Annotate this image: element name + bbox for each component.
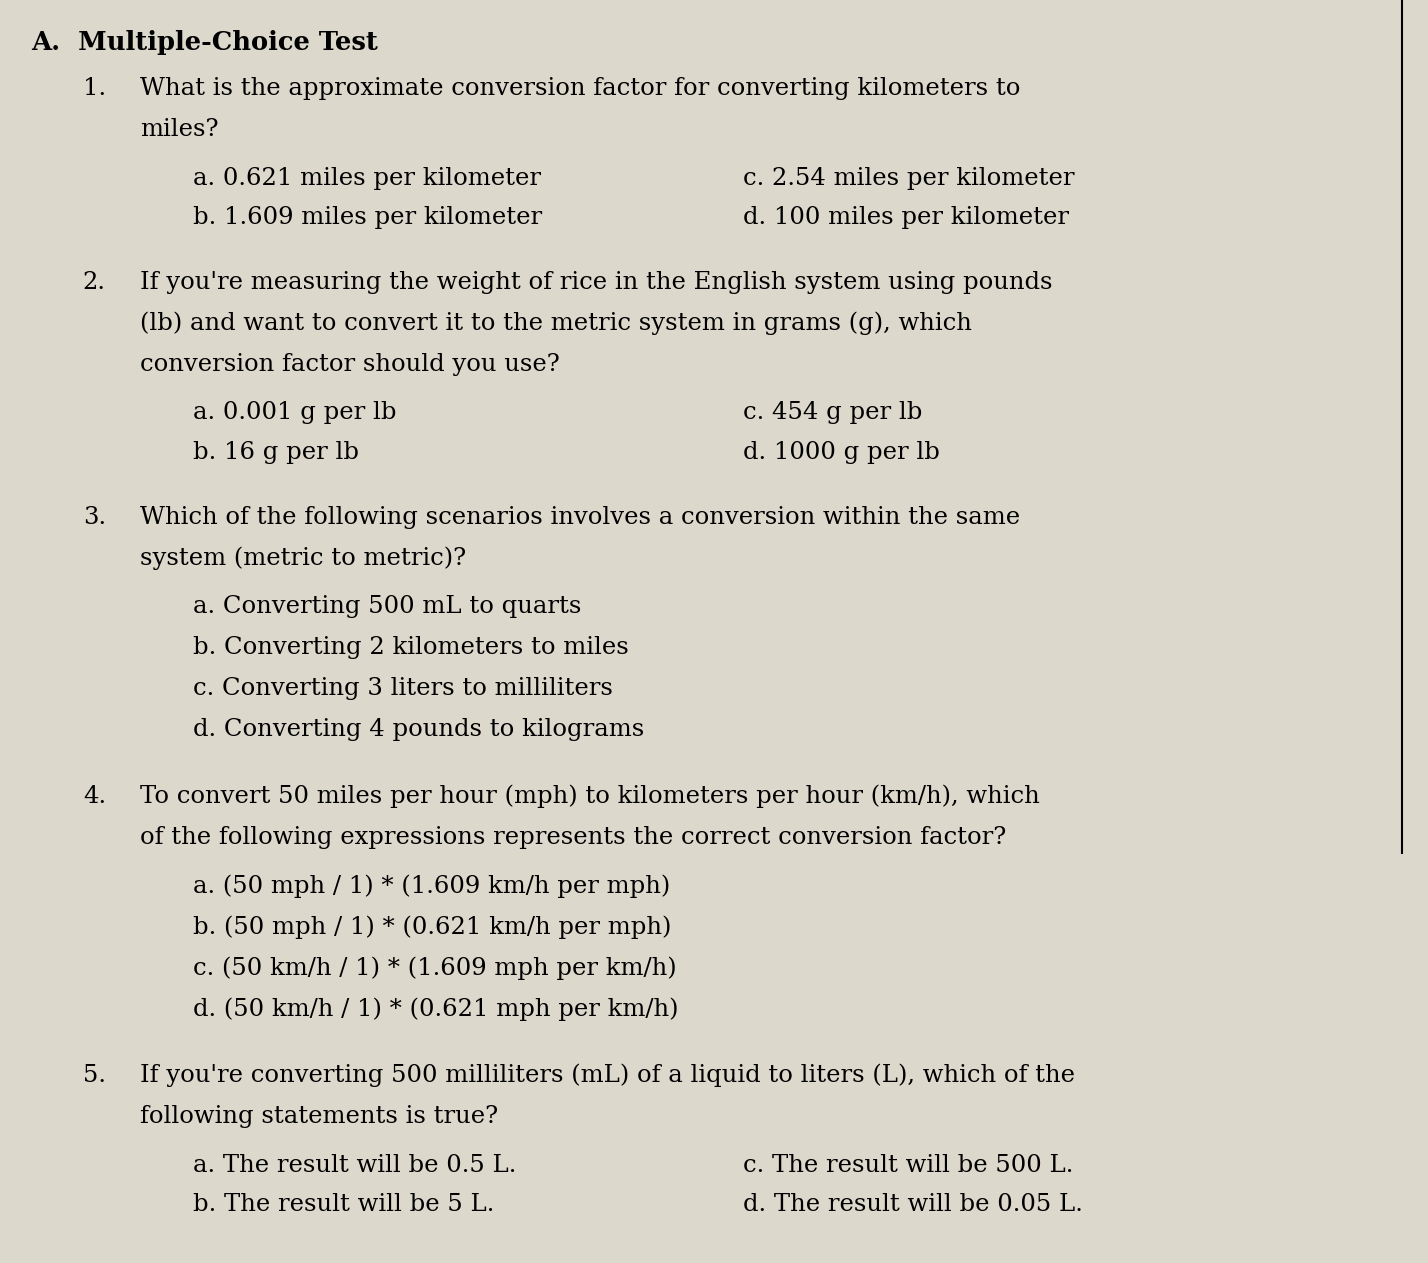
Text: 4.: 4. xyxy=(83,784,106,808)
Text: If you're measuring the weight of rice in the English system using pounds: If you're measuring the weight of rice i… xyxy=(140,270,1052,294)
Text: d. (50 km/h / 1) * (0.621 mph per km/h): d. (50 km/h / 1) * (0.621 mph per km/h) xyxy=(193,998,678,1021)
Text: Which of the following scenarios involves a conversion within the same: Which of the following scenarios involve… xyxy=(140,505,1020,529)
Text: If you're converting 500 milliliters (mL) of a liquid to liters (L), which of th: If you're converting 500 milliliters (mL… xyxy=(140,1063,1075,1087)
Text: c. (50 km/h / 1) * (1.609 mph per km/h): c. (50 km/h / 1) * (1.609 mph per km/h) xyxy=(193,956,677,980)
Text: c. The result will be 500 L.: c. The result will be 500 L. xyxy=(743,1153,1072,1177)
Text: c. Converting 3 liters to milliliters: c. Converting 3 liters to milliliters xyxy=(193,677,613,700)
Text: a. 0.621 miles per kilometer: a. 0.621 miles per kilometer xyxy=(193,167,541,189)
Text: d. Converting 4 pounds to kilograms: d. Converting 4 pounds to kilograms xyxy=(193,719,644,741)
Text: What is the approximate conversion factor for converting kilometers to: What is the approximate conversion facto… xyxy=(140,77,1021,100)
Text: b. 1.609 miles per kilometer: b. 1.609 miles per kilometer xyxy=(193,206,541,229)
Text: b. 16 g per lb: b. 16 g per lb xyxy=(193,441,358,464)
Text: 1.: 1. xyxy=(83,77,106,100)
Text: conversion factor should you use?: conversion factor should you use? xyxy=(140,352,560,376)
Text: 2.: 2. xyxy=(83,270,106,294)
Text: c. 454 g per lb: c. 454 g per lb xyxy=(743,402,922,424)
Text: A.  Multiple-Choice Test: A. Multiple-Choice Test xyxy=(31,30,378,54)
Text: c. 2.54 miles per kilometer: c. 2.54 miles per kilometer xyxy=(743,167,1074,189)
Text: 3.: 3. xyxy=(83,505,106,529)
Text: a. (50 mph / 1) * (1.609 km/h per mph): a. (50 mph / 1) * (1.609 km/h per mph) xyxy=(193,874,670,898)
Text: b. The result will be 5 L.: b. The result will be 5 L. xyxy=(193,1192,494,1216)
Text: a. Converting 500 mL to quarts: a. Converting 500 mL to quarts xyxy=(193,595,581,618)
Text: (lb) and want to convert it to the metric system in grams (g), which: (lb) and want to convert it to the metri… xyxy=(140,312,972,335)
Text: b. Converting 2 kilometers to miles: b. Converting 2 kilometers to miles xyxy=(193,637,628,659)
Text: following statements is true?: following statements is true? xyxy=(140,1105,498,1128)
Text: d. 100 miles per kilometer: d. 100 miles per kilometer xyxy=(743,206,1068,229)
Text: d. 1000 g per lb: d. 1000 g per lb xyxy=(743,441,940,464)
Text: 5.: 5. xyxy=(83,1063,106,1087)
Text: d. The result will be 0.05 L.: d. The result will be 0.05 L. xyxy=(743,1192,1082,1216)
Text: a. The result will be 0.5 L.: a. The result will be 0.5 L. xyxy=(193,1153,516,1177)
Text: of the following expressions represents the correct conversion factor?: of the following expressions represents … xyxy=(140,826,1007,849)
Text: miles?: miles? xyxy=(140,117,218,141)
Text: b. (50 mph / 1) * (0.621 km/h per mph): b. (50 mph / 1) * (0.621 km/h per mph) xyxy=(193,916,671,938)
Text: a. 0.001 g per lb: a. 0.001 g per lb xyxy=(193,402,397,424)
Text: To convert 50 miles per hour (mph) to kilometers per hour (km/h), which: To convert 50 miles per hour (mph) to ki… xyxy=(140,784,1040,808)
Text: system (metric to metric)?: system (metric to metric)? xyxy=(140,547,466,570)
